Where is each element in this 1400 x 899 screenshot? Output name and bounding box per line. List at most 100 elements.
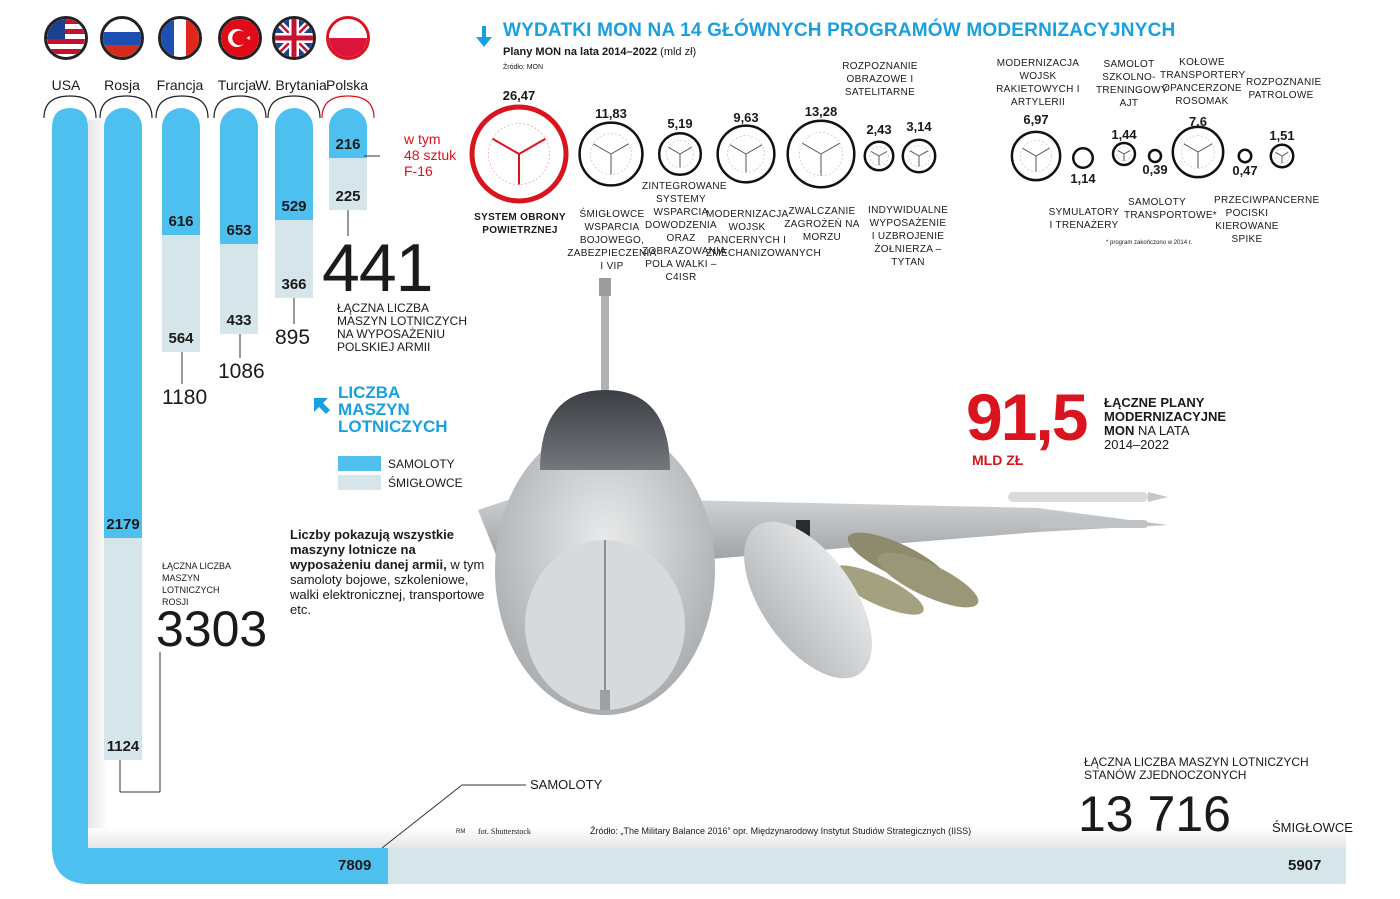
program-footnote: * program zakończono w 2014 r. (1106, 240, 1193, 246)
russia-label-line: LOTNICZYCH (162, 585, 220, 595)
program-circle-spoke (668, 146, 681, 155)
legend-title-line: LICZBA (338, 383, 401, 402)
program-circle-10 (1147, 148, 1163, 164)
program-circle-spoke (1275, 151, 1283, 157)
poland-label-line: MASZYN LOTNICZYCH (337, 314, 468, 328)
program-label-4: ZWALCZANIE ZAGROŻEŃ NA MORZU (784, 206, 860, 243)
program-label-1: ŚMIGŁOWCE WSPARCIA BOJOWEGO, ZABEZPIECZE… (567, 209, 657, 272)
usa-flag-icon (44, 16, 88, 60)
usa-inner-shadow-bottom (88, 828, 1346, 848)
total-turkey: 1086 (218, 360, 265, 383)
program-label-11: KOŁOWE TRANSPORTERY OPANCERZONE ROSOMAK (1160, 57, 1246, 107)
program-label-5: ROZPOZNANIE OBRAZOWE I SATELITARNE (842, 61, 918, 98)
description-bold: Liczby pokazują wszystkie maszyny lotnic… (290, 527, 455, 572)
bar-helicopters-1 (104, 538, 142, 760)
program-value-7: 6,97 (1023, 112, 1049, 127)
plans-label-line: MON (1104, 423, 1135, 438)
program-label-9: SAMOLOT SZKOLNO-TRENINGOWY AJT (1096, 59, 1168, 109)
bar-value-planes-4: 529 (281, 198, 307, 216)
plans-label-line: MODERNIZACYJNE (1104, 409, 1227, 424)
bar-value-helicopters-2: 564 (168, 330, 194, 347)
program-circle-spoke (1022, 147, 1037, 157)
plans-total-label: ŁĄCZNE PLANY MODERNIZACYJNE MON NA LATA … (1104, 396, 1226, 452)
usa-planes-value: 7809 (338, 857, 372, 874)
uk-flag-icon (272, 16, 316, 60)
usa-helicopters-label: ŚMIGŁOWCE (1272, 820, 1353, 835)
note-line-1: w tym (404, 131, 441, 147)
poland-label-line: POLSKIEJ ARMII (337, 340, 431, 354)
country-label-france: Francja (156, 77, 204, 93)
bar-value-planes-1: 2179 (106, 516, 140, 534)
bar-value-helicopters-3: 433 (226, 312, 252, 329)
program-circle-spoke (802, 142, 822, 155)
page-subtitle: Plany MON na lata 2014–2022 (mld zł) (503, 46, 696, 58)
russia-label-line: MASZYN (162, 573, 200, 583)
plans-total-unit: MLD ZŁ (972, 452, 1024, 468)
plans-label-years: 2014–2022 (1104, 437, 1170, 452)
description-rest: w tym samoloty bojowe, szkoleniowe, walk… (290, 557, 485, 617)
russia-flag-icon (100, 16, 144, 60)
russia-label-line: ROSJI (162, 597, 189, 607)
footer-source: Źródło: „The Military Balance 2016” opr.… (590, 826, 972, 836)
program-value-5: 2,43 (866, 122, 892, 137)
subtitle-bold: Plany MON na lata 2014–2022 (503, 46, 658, 58)
program-label-10: SAMOLOTY TRANSPORTOWE* (1124, 197, 1217, 221)
country-label-uk: W. Brytania (255, 77, 327, 93)
description-text: Liczby pokazują wszystkie maszyny lotnic… (290, 527, 490, 617)
program-circle-spoke (745, 144, 763, 155)
bar-planes-2 (162, 108, 200, 236)
program-circle-spoke (729, 144, 747, 155)
program-label-2: ZINTEGROWANE SYSTEMY WSPARCIA DOWODZENIA… (642, 181, 727, 283)
bar-helicopters-4 (275, 220, 313, 298)
program-label-0: SYSTEM OBRONY POWIETRZNEJ (474, 212, 566, 236)
program-circle-inner (590, 133, 632, 175)
page-title: WYDATKI MON NA 14 GŁÓWNYCH PROGRAMÓW MOD… (503, 20, 1176, 41)
france-flag-icon (158, 16, 202, 60)
footer-initials: RM (456, 829, 466, 835)
program-circle-inner (1181, 135, 1215, 169)
program-circle-spoke (1035, 147, 1050, 157)
note-line-2: 48 sztuk (404, 147, 457, 163)
program-label-13: ROZPOZNANIE PATROLOWE (1246, 77, 1322, 101)
usa-total-label: ŁĄCZNA LICZBA MASZYN LOTNICZYCH STANÓW Z… (1084, 756, 1309, 782)
program-label-12: PRZECIWPANCERNE POCISKI KIEROWANE SPIKE (1214, 195, 1320, 245)
program-value-2: 5,19 (667, 116, 693, 131)
program-circle-spoke (1281, 151, 1289, 157)
bar-planes-3 (220, 108, 258, 244)
program-label-8: SYMULATORY I TRENAŻERY (1048, 207, 1120, 231)
bar-planes-5 (329, 108, 367, 158)
program-circle-spoke (1197, 143, 1213, 153)
usa-planes-label: SAMOLOTY (530, 777, 603, 792)
program-value-13: 1,51 (1269, 128, 1295, 143)
plans-label-rest: NA LATA (1134, 423, 1190, 438)
poland-f16-note: w tym 48 sztuk F-16 (404, 131, 456, 179)
russia-label-line: ŁĄCZNA LICZBA (162, 561, 232, 571)
f16-jet-illustration (478, 278, 1168, 715)
legend-title-line: MASZYN (338, 400, 410, 419)
subtitle-source: Źródło: MON (503, 64, 544, 71)
program-value-8: 1,14 (1070, 171, 1096, 186)
program-circle-spoke (909, 150, 920, 157)
bar-planes-4 (275, 108, 313, 221)
usa-planes-pointer (381, 784, 526, 849)
total-france: 1180 (162, 386, 208, 409)
bar-helicopters-2 (162, 235, 200, 352)
program-circle-inner (1274, 148, 1290, 164)
program-label-3: MODERNIZACJA WOJSK PANCERNYCH I ZMECHANI… (706, 209, 821, 259)
program-value-0: 26,47 (502, 88, 536, 103)
program-value-9: 1,44 (1111, 127, 1137, 142)
program-circle-spoke (518, 137, 546, 155)
program-circle-spoke (1183, 143, 1199, 153)
poland-label-line: NA WYPOSAŻENIU (337, 327, 446, 341)
program-value-1: 11,83 (595, 106, 627, 121)
poland-label-line: ŁĄCZNA LICZBA (337, 301, 430, 315)
program-circles-svg (469, 104, 1295, 204)
usa-label-line: ŁĄCZNA LICZBA MASZYN LOTNICZYCH (1084, 755, 1309, 769)
bar-planes-1 (104, 108, 142, 539)
program-circle-inner (727, 135, 765, 173)
program-value-3: 9,63 (733, 110, 759, 125)
program-circle-spoke (679, 146, 692, 155)
program-circle-inner (666, 140, 694, 168)
legend-label-planes: SAMOLOTY (388, 457, 455, 471)
